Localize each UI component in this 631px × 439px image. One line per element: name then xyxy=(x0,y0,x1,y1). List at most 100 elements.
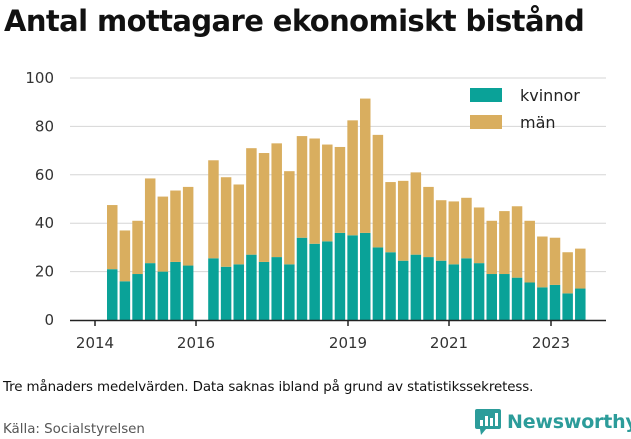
bar-man xyxy=(448,201,460,265)
bar-man xyxy=(271,143,282,258)
bar-kvinnor xyxy=(549,284,561,320)
bar-man xyxy=(107,205,118,270)
bar-kvinnor xyxy=(258,261,270,320)
bar-kvinnor xyxy=(107,269,118,320)
bar-man xyxy=(258,153,270,262)
bar-man xyxy=(486,220,497,275)
bar-man xyxy=(372,134,384,248)
bar-man xyxy=(132,220,143,275)
bar-man xyxy=(562,252,573,294)
x-tick-label: 2023 xyxy=(532,334,570,352)
bar-man xyxy=(157,196,169,272)
bar-kvinnor xyxy=(271,257,282,320)
bar-kvinnor xyxy=(435,260,447,320)
bar-kvinnor xyxy=(410,254,422,320)
bar-kvinnor xyxy=(486,274,497,320)
bar-kvinnor xyxy=(309,243,320,320)
bar-man xyxy=(385,182,396,253)
bar-kvinnor xyxy=(144,263,156,320)
bar-kvinnor xyxy=(182,265,194,320)
chart-title: Antal mottagare ekonomiskt bistånd xyxy=(4,4,585,38)
bar-kvinnor xyxy=(524,282,535,320)
bar-man xyxy=(296,136,308,238)
y-axis: 0 20 40 60 80 100 xyxy=(25,69,54,329)
bar-kvinnor xyxy=(575,288,586,320)
bar-kvinnor xyxy=(537,287,548,320)
bar-kvinnor xyxy=(233,264,244,320)
bar-man xyxy=(511,206,523,278)
bar-man xyxy=(284,171,295,265)
bar-man xyxy=(119,230,131,282)
x-tick-label: 2014 xyxy=(76,334,114,352)
bar-man xyxy=(220,177,232,267)
bar-kvinnor xyxy=(334,232,346,320)
bar-kvinnor xyxy=(397,260,409,320)
bar-kvinnor xyxy=(461,258,472,320)
brand-name: Newsworthy xyxy=(507,411,631,433)
legend-label: kvinnor xyxy=(520,86,580,105)
legend: kvinnor män xyxy=(470,86,580,132)
bar-kvinnor xyxy=(511,277,523,320)
bar-kvinnor xyxy=(347,235,358,320)
bar-kvinnor xyxy=(170,261,181,320)
bar-kvinnor xyxy=(119,281,131,320)
newsworthy-logo: Newsworthy xyxy=(474,408,631,436)
bar-man xyxy=(410,172,422,255)
y-tick-label: 100 xyxy=(25,69,54,87)
stacked-bar-chart: 0 20 40 60 80 100 2014 2016 2019 2021 2023 kvinno… xyxy=(25,69,606,352)
y-tick-label: 80 xyxy=(35,117,54,135)
x-tick-label: 2016 xyxy=(177,334,215,352)
bar-man xyxy=(499,211,510,275)
bars xyxy=(107,98,586,320)
bar-kvinnor xyxy=(157,271,169,320)
bar-man xyxy=(397,180,409,261)
bar-kvinnor xyxy=(208,258,219,320)
bar-kvinnor xyxy=(473,263,485,320)
source-note: Källa: Socialstyrelsen xyxy=(3,422,145,437)
x-tick-label: 2019 xyxy=(329,334,367,352)
bar-kvinnor xyxy=(372,247,384,320)
x-tick-label: 2021 xyxy=(430,334,468,352)
x-axis: 2014 2016 2019 2021 2023 xyxy=(70,319,606,352)
legend-swatch xyxy=(470,88,502,102)
bar-man xyxy=(360,98,371,233)
bar-kvinnor xyxy=(360,232,371,320)
bar-man xyxy=(473,207,485,264)
bar-man xyxy=(233,184,244,265)
newsworthy-icon xyxy=(475,409,501,435)
bar-man xyxy=(322,144,333,242)
bar-man xyxy=(334,146,346,233)
bar-man xyxy=(575,248,586,289)
bar-kvinnor xyxy=(246,254,257,320)
bar-kvinnor xyxy=(562,293,573,320)
caption: Tre månaders medelvärden. Data saknas ib… xyxy=(3,380,534,395)
y-tick-label: 0 xyxy=(44,311,54,329)
bar-kvinnor xyxy=(220,266,232,320)
bar-man xyxy=(435,200,447,261)
bar-kvinnor xyxy=(423,257,434,320)
bar-man xyxy=(182,186,194,266)
bar-man xyxy=(347,120,358,236)
bar-kvinnor xyxy=(296,237,308,320)
bar-kvinnor xyxy=(448,264,460,320)
bar-man xyxy=(549,237,561,285)
bar-man xyxy=(524,220,535,283)
legend-swatch xyxy=(470,115,502,129)
bar-man xyxy=(170,190,181,262)
bar-man xyxy=(461,197,472,259)
legend-label: män xyxy=(520,113,556,132)
bar-man xyxy=(246,148,257,255)
y-tick-label: 60 xyxy=(35,166,54,184)
y-tick-label: 20 xyxy=(35,263,54,281)
bar-kvinnor xyxy=(284,264,295,320)
bar-kvinnor xyxy=(499,274,510,320)
bar-kvinnor xyxy=(385,252,396,320)
bar-man xyxy=(537,236,548,288)
bar-kvinnor xyxy=(132,274,143,320)
bar-man xyxy=(309,138,320,244)
bar-man xyxy=(208,160,219,259)
bar-kvinnor xyxy=(322,241,333,320)
bar-man xyxy=(144,178,156,264)
y-tick-label: 40 xyxy=(35,214,54,232)
bar-man xyxy=(423,186,434,258)
